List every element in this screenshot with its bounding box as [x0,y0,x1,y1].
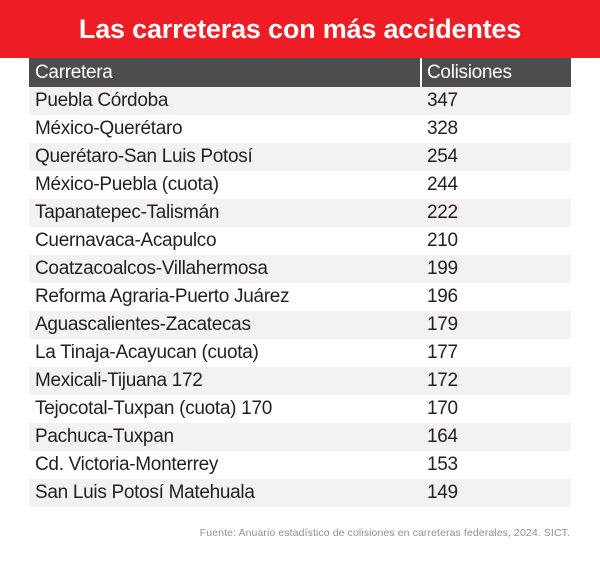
carretera-cell: Coatzacoalcos-Villahermosa [35,258,268,279]
colisiones-cell: 222 [427,202,458,223]
column-header-carretera: Carretera [35,61,113,83]
carretera-cell: Tapanatepec-Talismán [35,202,220,223]
source-note: Fuente: Anuario estadístico de colisione… [199,527,570,539]
table-row: México-Puebla (cuota) 244 [29,171,571,199]
carretera-cell: México-Puebla (cuota) [35,174,219,195]
colisiones-cell: 347 [427,90,458,111]
table-row: Tejocotal-Tuxpan (cuota) 170 170 [29,395,571,423]
colisiones-cell: 153 [427,454,458,475]
carretera-cell: La Tinaja-Acayucan (cuota) [35,342,259,363]
carretera-cell: Reforma Agraria-Puerto Juárez [35,286,290,307]
colisiones-cell: 199 [427,258,458,279]
table-row: Cuernavaca-Acapulco 210 [29,227,571,255]
table-row: México-Querétaro 328 [29,115,571,143]
table-row: San Luis Potosí Matehuala 149 [29,479,571,507]
colisiones-cell: 164 [427,426,458,447]
accidents-table: Carretera Colisiones Puebla Córdoba 347 … [29,58,571,507]
colisiones-cell: 177 [427,342,458,363]
colisiones-cell: 210 [427,230,458,251]
table-row: Querétaro-San Luis Potosí 254 [29,143,571,171]
column-header-colisiones: Colisiones [420,58,571,87]
colisiones-cell: 328 [427,118,458,139]
carretera-cell: San Luis Potosí Matehuala [35,482,255,503]
colisiones-cell: 179 [427,314,458,335]
carretera-cell: Querétaro-San Luis Potosí [35,146,253,167]
carretera-cell: Pachuca-Tuxpan [35,426,174,447]
colisiones-cell: 170 [427,398,458,419]
carretera-cell: Cuernavaca-Acapulco [35,230,217,251]
colisiones-cell: 254 [427,146,458,167]
colisiones-cell: 244 [427,174,458,195]
table-header-row: Carretera Colisiones [29,58,571,87]
carretera-cell: Mexicali-Tijuana 172 [35,370,203,391]
table-row: Puebla Córdoba 347 [29,87,571,115]
colisiones-cell: 149 [427,482,458,503]
carretera-cell: México-Querétaro [35,118,183,139]
page-title: Las carreteras con más accidentes [78,13,522,44]
table-row: La Tinaja-Acayucan (cuota) 177 [29,339,571,367]
colisiones-cell: 172 [427,370,458,391]
carretera-cell: Puebla Córdoba [35,90,169,111]
table-row: Coatzacoalcos-Villahermosa 199 [29,255,571,283]
table-row: Aguascalientes-Zacatecas 179 [29,311,571,339]
carretera-cell: Tejocotal-Tuxpan (cuota) 170 [35,398,272,419]
table-row: Pachuca-Tuxpan 164 [29,423,571,451]
title-banner: Las carreteras con más accidentes [0,0,600,58]
table-row: Reforma Agraria-Puerto Juárez 196 [29,283,571,311]
carretera-cell: Aguascalientes-Zacatecas [35,314,251,335]
carretera-cell: Cd. Victoria-Monterrey [35,454,219,475]
colisiones-cell: 196 [427,286,458,307]
table-row: Mexicali-Tijuana 172 172 [29,367,571,395]
table-body: Puebla Córdoba 347 México-Querétaro 328 … [29,87,571,507]
table-row: Cd. Victoria-Monterrey 153 [29,451,571,479]
table-row: Tapanatepec-Talismán 222 [29,199,571,227]
